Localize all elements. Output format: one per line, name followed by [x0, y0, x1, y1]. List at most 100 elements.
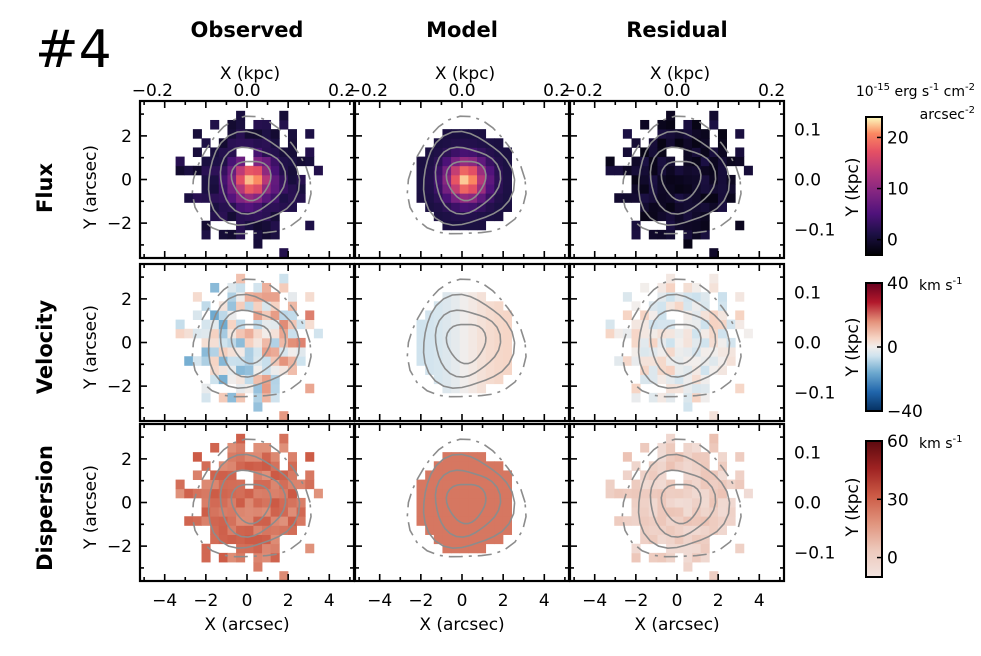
x-tick-label: 2 — [713, 591, 724, 611]
pixel — [175, 488, 185, 499]
pixel — [477, 461, 487, 471]
pixel — [279, 516, 289, 526]
pixel — [674, 184, 684, 194]
pixel — [236, 202, 246, 212]
pixel — [244, 374, 254, 385]
pixel — [192, 488, 202, 499]
pixel — [305, 147, 315, 158]
pixel — [287, 165, 297, 176]
pixel — [726, 507, 736, 517]
pixel — [692, 552, 702, 563]
x-kpc-tick-label: −0.2 — [347, 81, 388, 101]
pixel — [468, 534, 478, 545]
pixel — [468, 374, 478, 385]
pixel — [305, 452, 315, 462]
pixel — [692, 516, 702, 526]
pixel — [726, 193, 736, 203]
pixel — [648, 310, 658, 321]
pixel — [433, 211, 443, 222]
pixel — [648, 147, 658, 158]
pixel — [605, 156, 615, 167]
pixel — [494, 337, 504, 348]
pixel — [227, 356, 237, 366]
pixel — [683, 374, 693, 385]
pixel — [270, 211, 280, 222]
pixel — [236, 433, 246, 444]
pixel — [416, 337, 426, 348]
x-tick-label: −4 — [152, 591, 177, 611]
pixel — [296, 497, 306, 508]
pixel — [262, 392, 272, 403]
pixel — [683, 220, 693, 231]
ylabel-left-1: Y (arcsec) — [81, 305, 101, 390]
pixel — [236, 479, 246, 490]
panel-flux-residual: 0.1 0.0 −0.1 −0.2 0.0 0.2 — [562, 81, 835, 260]
pixel — [692, 534, 702, 545]
pixel — [192, 470, 202, 481]
pixel — [305, 156, 315, 167]
pixel — [657, 229, 667, 240]
pixel — [296, 156, 306, 167]
pixel — [692, 138, 702, 148]
pixel — [459, 328, 469, 339]
pixel — [270, 129, 280, 139]
pixel — [700, 220, 710, 231]
contour — [207, 453, 301, 550]
pixel — [666, 347, 676, 357]
pixel — [262, 552, 272, 563]
pixel — [442, 470, 452, 481]
pixel — [735, 129, 745, 139]
pixel — [692, 193, 702, 203]
pixel — [416, 507, 426, 517]
pixel — [218, 356, 228, 366]
pixel — [433, 147, 443, 158]
pixel — [640, 347, 650, 357]
pixel — [184, 488, 194, 499]
pixel — [692, 374, 702, 385]
pixel — [735, 310, 745, 321]
pixel — [468, 461, 478, 471]
pixel — [717, 147, 727, 158]
pixel — [631, 301, 641, 311]
pixel — [442, 147, 452, 158]
pixel — [735, 319, 745, 330]
pixel — [262, 479, 272, 490]
pixel — [218, 337, 228, 348]
pixel — [201, 220, 211, 231]
pixel — [270, 347, 280, 357]
pixel — [236, 452, 246, 462]
pixel — [494, 516, 504, 526]
pixel — [666, 392, 676, 403]
pixel — [717, 497, 727, 508]
pixel — [262, 452, 272, 462]
pixel — [451, 452, 461, 462]
pixel — [666, 442, 676, 453]
pixel — [459, 356, 469, 366]
pixel — [253, 402, 263, 412]
pixel — [648, 165, 658, 176]
pixel — [227, 392, 237, 403]
pixel — [262, 516, 272, 526]
pixel — [717, 347, 727, 357]
pixel — [683, 119, 693, 130]
pixel — [287, 328, 297, 339]
pixel — [201, 328, 211, 339]
pixel — [683, 497, 693, 508]
pixel — [459, 365, 469, 375]
pixel — [218, 525, 228, 535]
pixel — [210, 374, 220, 385]
pixel — [236, 292, 246, 302]
pixel — [253, 202, 263, 212]
pixel — [244, 525, 254, 535]
pixel — [477, 138, 487, 148]
pixel — [468, 220, 478, 231]
pixel — [433, 202, 443, 212]
pixel — [657, 301, 667, 311]
pixel — [253, 497, 263, 508]
pixel — [451, 211, 461, 222]
pixel — [296, 337, 306, 348]
pixel — [227, 147, 237, 158]
pixel — [657, 347, 667, 357]
pixel — [451, 479, 461, 490]
xlabel-bottom-1: X (arcsec) — [419, 615, 504, 635]
